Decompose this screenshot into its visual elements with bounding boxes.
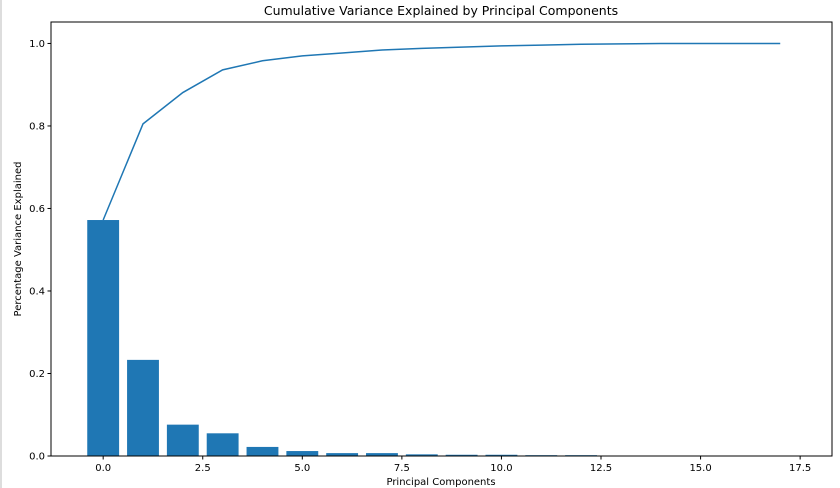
bar-4	[246, 446, 279, 456]
y-tick-label: 0.6	[29, 204, 45, 215]
y-tick-label: 0.4	[29, 286, 45, 297]
x-tick-label: 17.5	[789, 463, 811, 474]
plot-frame	[50, 21, 833, 457]
bar-0	[87, 220, 120, 456]
y-tick-label: 0.2	[29, 369, 45, 380]
y-tick-label: 0.0	[29, 452, 45, 463]
x-tick-label: 7.5	[394, 463, 410, 474]
bar-5	[286, 451, 319, 456]
x-tick-label: 10.0	[490, 463, 512, 474]
y-tick-label: 1.0	[29, 39, 45, 50]
bar-9	[445, 454, 478, 456]
x-tick-label: 0.0	[95, 463, 111, 474]
x-tick-label: 15.0	[689, 463, 711, 474]
x-tick-label: 2.5	[195, 463, 211, 474]
bar-6	[326, 453, 359, 456]
chart-title: Cumulative Variance Explained by Princip…	[264, 3, 618, 18]
x-tick-label: 12.5	[590, 463, 612, 474]
bar-8	[405, 454, 438, 456]
bar-7	[366, 453, 398, 456]
cumulative-line	[102, 42, 781, 221]
y-axis-label: Percentage Variance Explained	[13, 162, 24, 317]
x-tick-label: 5.0	[294, 463, 310, 474]
bar-3	[206, 433, 239, 456]
window-edge	[0, 0, 2, 488]
y-tick-label: 0.8	[29, 121, 45, 132]
bar-1	[127, 359, 159, 456]
bar-2	[166, 424, 199, 456]
bar-10	[485, 454, 518, 456]
x-axis-label: Principal Components	[386, 477, 495, 488]
